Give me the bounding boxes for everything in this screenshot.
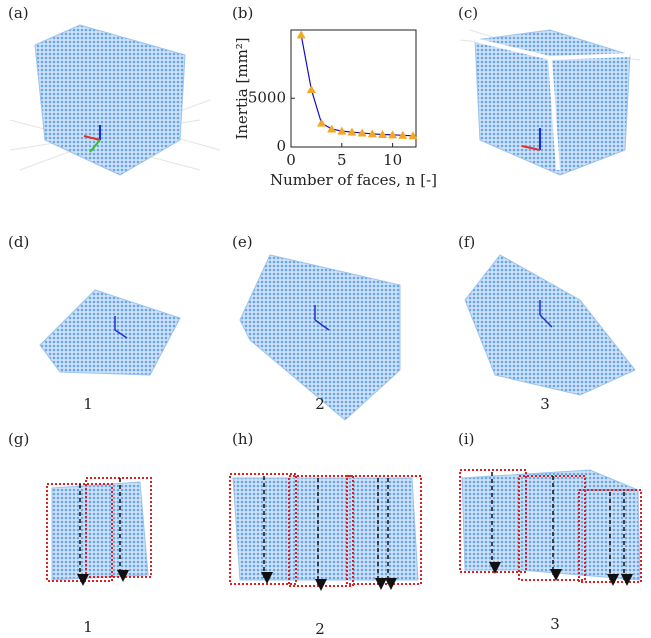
panel-label: (h): [232, 430, 253, 448]
scene-ghi: [47, 470, 641, 586]
caption: 2: [315, 395, 325, 413]
panel-label: (f): [458, 233, 475, 251]
caption: 1: [83, 618, 93, 636]
panel-label: (a): [8, 4, 29, 22]
panel-label: (b): [232, 4, 253, 22]
panel-label: (g): [8, 430, 29, 448]
figure: (a) (b) (c) (d) (e) (f) (g) (h) (i) 1 2 3 1 2 3 0 5 10 0 5…: [0, 0, 651, 638]
x-tick-label: 10: [383, 151, 402, 169]
marker: [307, 85, 316, 93]
caption: 3: [550, 615, 560, 633]
y-tick-label: 0: [276, 137, 286, 155]
marker: [297, 30, 306, 38]
y-tick-label: 5000: [248, 88, 286, 106]
panel-label: (c): [458, 4, 478, 22]
marker: [327, 124, 336, 132]
x-axis-label: Number of faces, n [-]: [270, 171, 437, 189]
scene-a: [10, 25, 220, 175]
caption: 3: [540, 395, 550, 413]
panel-label: (d): [8, 233, 29, 251]
panel-label: (i): [458, 430, 475, 448]
x-tick-label: 0: [286, 151, 296, 169]
caption: 1: [83, 395, 93, 413]
caption: 2: [315, 620, 325, 638]
chart: 0 5 10 0 5000 Number of faces, n [-] Inertia […: [233, 30, 437, 189]
scene-c: [460, 30, 640, 175]
marker: [317, 119, 326, 127]
x-tick-label: 5: [337, 151, 347, 169]
panel-label: (e): [232, 233, 253, 251]
series-line: [301, 35, 413, 136]
y-axis-label: Inertia [mm²]: [233, 37, 251, 139]
